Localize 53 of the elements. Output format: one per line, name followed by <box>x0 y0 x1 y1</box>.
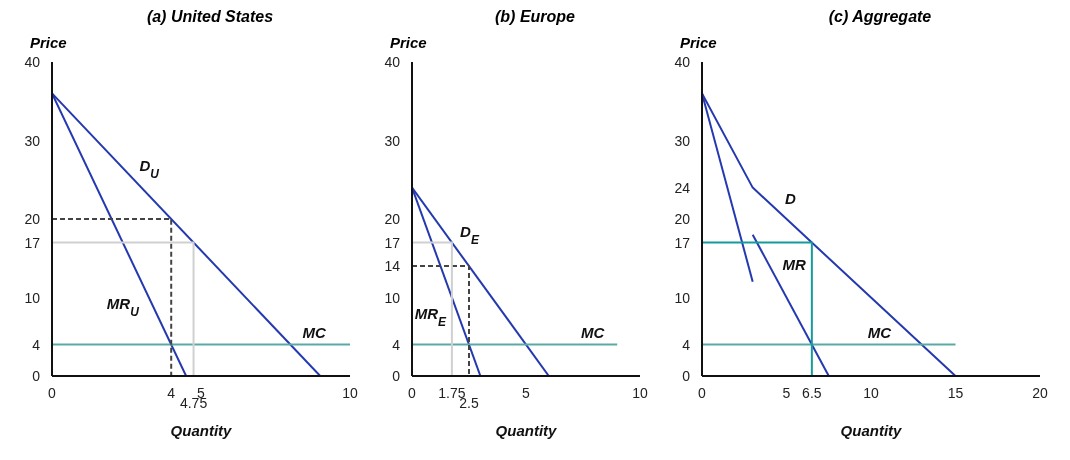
series-label: D$_{U}$ <box>139 157 160 182</box>
y-tick-label: 10 <box>24 289 41 306</box>
x-tick-label: 10 <box>863 385 879 401</box>
x-tick-label: 10 <box>342 385 358 401</box>
y-tick-label: 20 <box>384 211 401 227</box>
series-label: MR$_{E}$ <box>414 304 448 329</box>
y-axis-title: Price <box>390 34 427 51</box>
x-tick-label: 20 <box>1032 385 1048 401</box>
y-axis-title: Price <box>680 34 717 51</box>
y-tick-label: 40 <box>24 54 41 70</box>
x-tick-label: 5 <box>782 385 791 401</box>
y-tick-label: 24 <box>674 179 691 196</box>
x-tick-label: 5 <box>522 385 531 401</box>
x-tick-label: 6.5 <box>802 385 822 401</box>
y-tick-label: 17 <box>384 234 401 251</box>
x-tick-label: 0 <box>48 385 57 401</box>
series-label: MC <box>302 323 328 341</box>
x-tick-label: 0 <box>698 385 707 401</box>
y-tick-label: 4 <box>392 336 401 353</box>
chart-title: (a) United States <box>145 8 275 27</box>
chart-title: (c) Aggregate <box>827 8 933 27</box>
y-tick-label: 4 <box>32 336 41 353</box>
y-tick-label: 0 <box>682 368 691 384</box>
y-tick-label: 0 <box>32 368 41 384</box>
y-tick-label: 10 <box>384 289 401 306</box>
y-tick-label: 0 <box>392 368 401 384</box>
y-tick-label: 20 <box>24 211 41 227</box>
series-label: D <box>785 190 797 208</box>
y-tick-label: 17 <box>674 234 691 251</box>
y-tick-label: 10 <box>674 289 691 306</box>
x-tick-label: 4 <box>167 385 176 401</box>
x-tick-label: 15 <box>947 385 964 401</box>
series-label: MR$_{U}$ <box>106 295 140 320</box>
y-axis-title: Price <box>30 34 67 51</box>
chart-title: (b) Europe <box>494 8 576 27</box>
y-tick-label: 14 <box>384 258 401 275</box>
y-tick-label: 30 <box>674 132 691 149</box>
series-label: MC <box>867 323 893 341</box>
x-tick-label: 0 <box>408 385 417 401</box>
y-tick-label: 30 <box>384 132 401 149</box>
y-tick-label: 40 <box>674 54 691 70</box>
series-label: MC <box>580 323 606 341</box>
y-tick-label: 4 <box>682 336 691 353</box>
series-label: MR <box>782 256 807 274</box>
y-tick-label: 20 <box>674 211 691 227</box>
series-label: D$_{E}$ <box>460 223 480 248</box>
y-tick-label: 40 <box>384 54 401 70</box>
y-tick-label: 17 <box>24 234 41 251</box>
x-axis-title: Quantity <box>840 422 903 439</box>
x-axis-title: Quantity <box>170 422 233 439</box>
y-tick-label: 30 <box>24 132 41 149</box>
x-axis-title: Quantity <box>495 422 558 439</box>
x-tick-label: 10 <box>632 385 648 401</box>
